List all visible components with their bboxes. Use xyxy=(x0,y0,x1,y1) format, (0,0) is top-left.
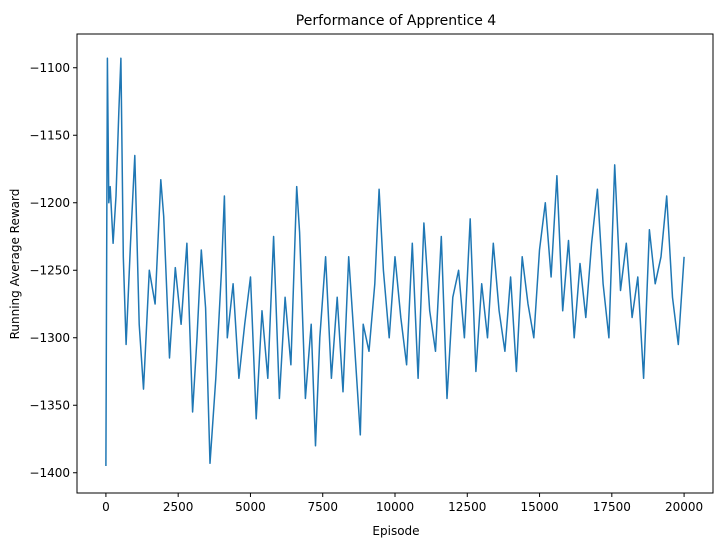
y-tick-label: −1300 xyxy=(29,331,70,345)
x-tick-label: 17500 xyxy=(593,500,631,514)
y-tick-label: −1250 xyxy=(29,263,70,277)
plot-area xyxy=(105,57,685,467)
y-tick-label: −1350 xyxy=(29,398,70,412)
x-tick-label: 15000 xyxy=(520,500,558,514)
x-tick-label: 20000 xyxy=(665,500,703,514)
x-tick-label: 2500 xyxy=(163,500,194,514)
x-tick-label: 10000 xyxy=(376,500,414,514)
y-axis-label: Running Average Reward xyxy=(8,189,22,340)
y-tick-label: −1150 xyxy=(29,128,70,142)
x-tick-label: 0 xyxy=(102,500,110,514)
y-tick-label: −1400 xyxy=(29,466,70,480)
chart-title: Performance of Apprentice 4 xyxy=(296,13,497,29)
x-tick-label: 12500 xyxy=(448,500,486,514)
x-axis: 0 2500 5000 7500 10000 12500 15000 17500 20000 xyxy=(102,493,703,514)
x-tick-label: 5000 xyxy=(235,500,266,514)
x-axis-label: Episode xyxy=(372,524,419,538)
y-axis: −1400 −1350 −1300 −1250 −1200 −1150 −1100 xyxy=(29,61,77,480)
y-tick-label: −1200 xyxy=(29,196,70,210)
y-tick-label: −1100 xyxy=(29,61,70,75)
series-line-0 xyxy=(105,57,685,467)
x-tick-label: 7500 xyxy=(307,500,338,514)
